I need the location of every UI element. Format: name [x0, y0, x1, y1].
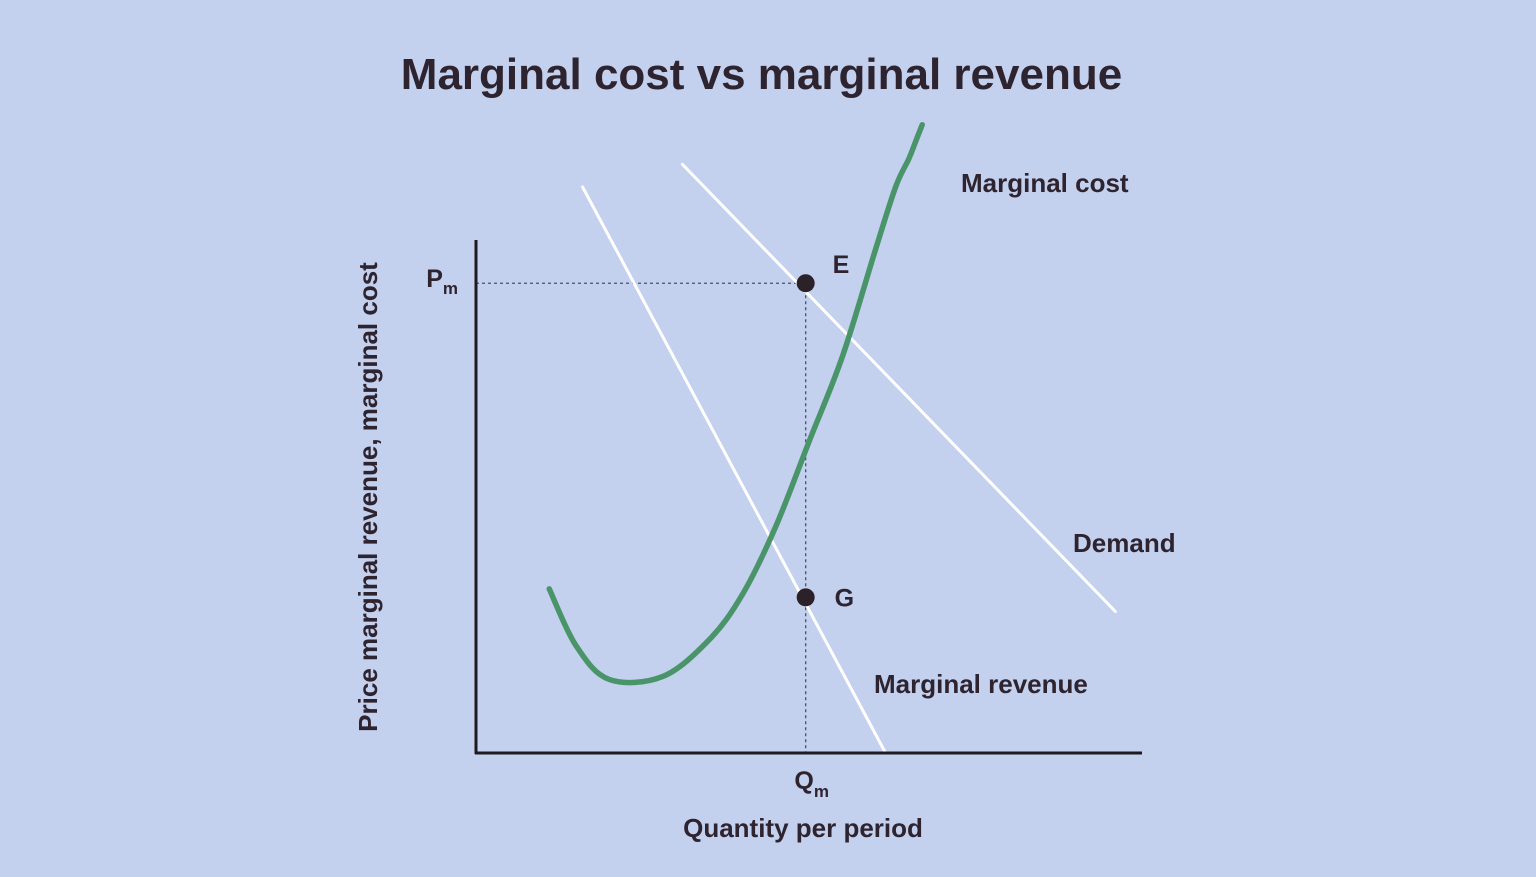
marginal-cost-curve	[546, 121, 925, 686]
quantity-label-main: Q	[794, 767, 813, 795]
marginal-revenue-label: Marginal revenue	[874, 669, 1088, 699]
marginal-revenue-line	[581, 185, 888, 755]
point-g-label: G	[835, 584, 854, 612]
chart-title: Marginal cost vs marginal revenue	[400, 50, 1123, 99]
price-label-sub: m	[443, 279, 458, 298]
price-label-main: P	[426, 265, 443, 293]
quantity-tick-label: Qm	[794, 767, 829, 801]
point-e-label: E	[833, 251, 850, 279]
point-e-marker	[796, 274, 815, 293]
point-g-marker	[796, 588, 815, 607]
quantity-label-sub: m	[814, 782, 829, 801]
marginal-cost-label: Marginal cost	[961, 168, 1129, 198]
x-axis-label: Quantity per period	[683, 813, 923, 843]
demand-label: Demand	[1073, 528, 1176, 558]
demand-line	[680, 162, 1117, 613]
y-axis-label: Price marginal revenue, marginal cost	[353, 262, 383, 732]
price-tick-label: Pm	[426, 265, 458, 298]
